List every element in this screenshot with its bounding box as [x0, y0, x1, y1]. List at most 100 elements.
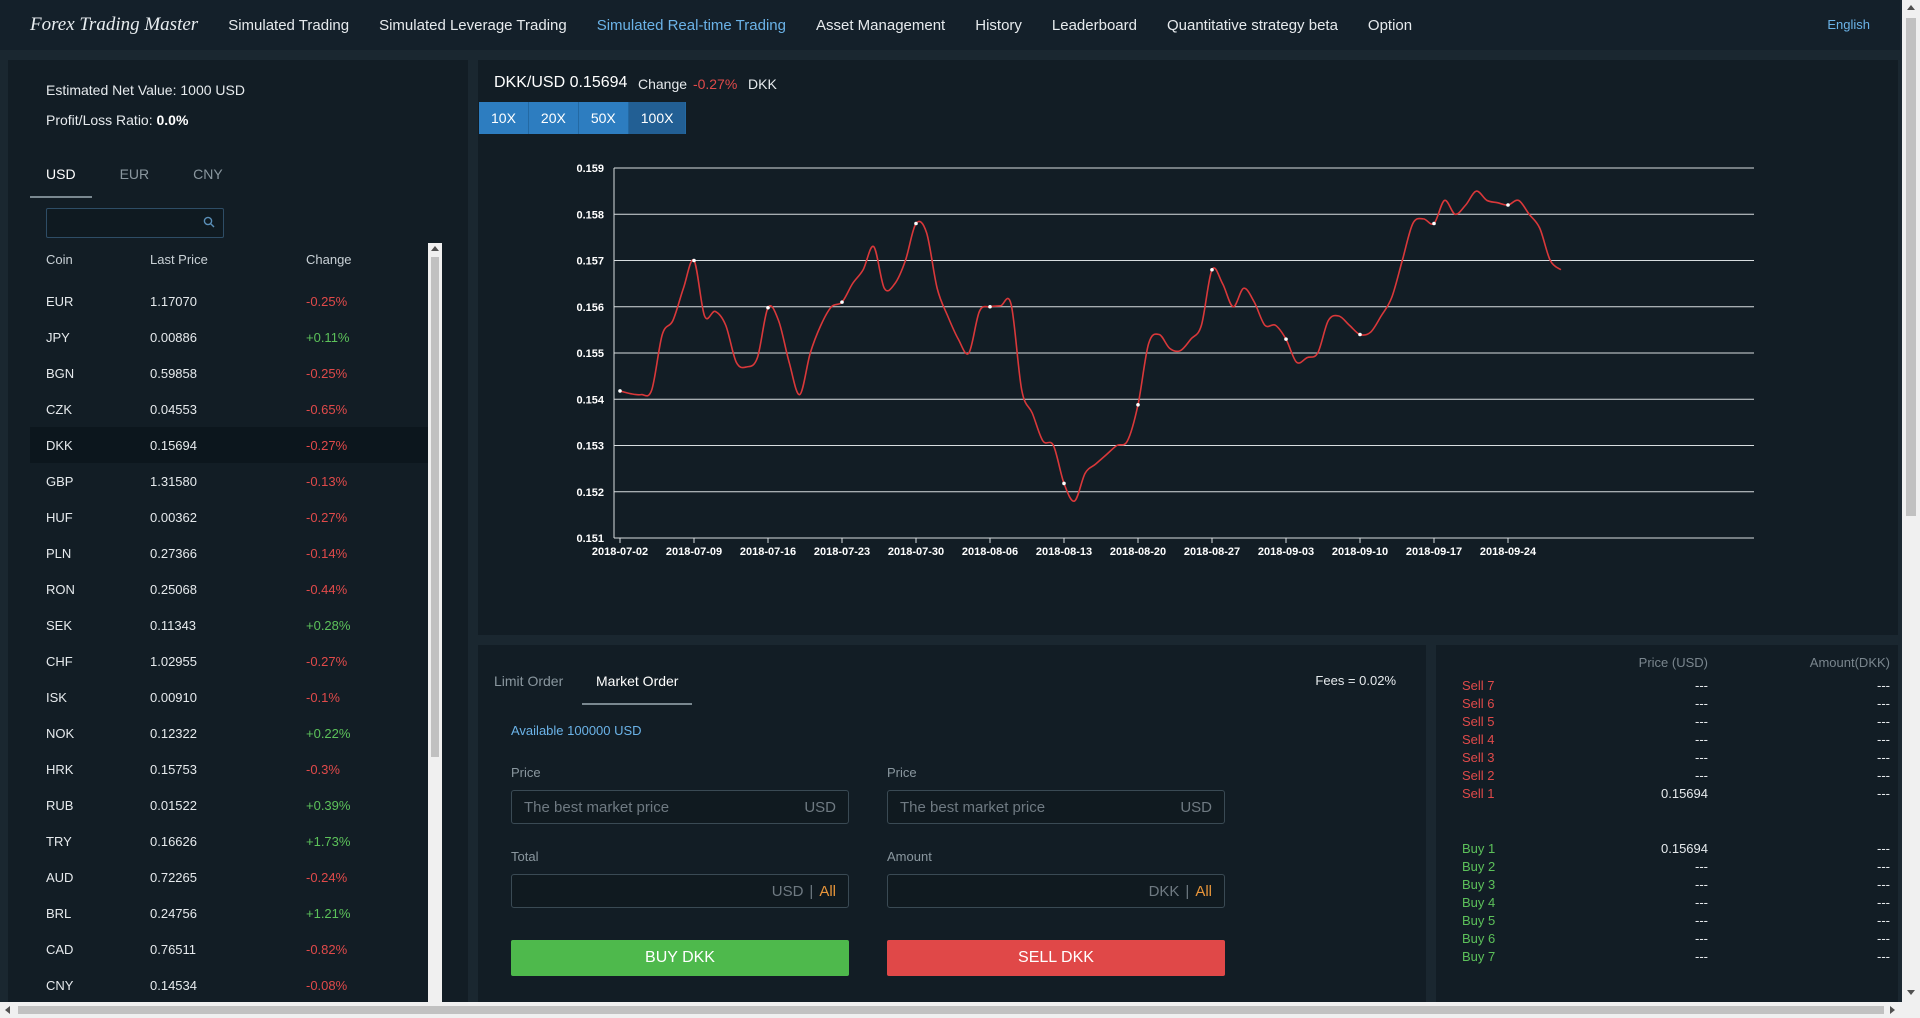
coin-price: 0.25068	[150, 582, 197, 597]
coin-row[interactable]: NOK 0.12322 +0.22%	[30, 715, 428, 751]
orderbook-row[interactable]: Sell 6 --- ---	[1436, 696, 1898, 714]
coin-price: 0.72265	[150, 870, 197, 885]
nav-simulated-real-time-trading[interactable]: Simulated Real-time Trading	[596, 16, 786, 34]
coin-row[interactable]: GBP 1.31580 -0.13%	[30, 463, 428, 499]
nav-quantitative-strategy-beta[interactable]: Quantitative strategy beta	[1166, 16, 1338, 34]
scroll-left-arrow-icon[interactable]	[5, 1006, 10, 1014]
sell-price-input[interactable]	[900, 791, 1140, 823]
nav-asset-management[interactable]: Asset Management	[815, 16, 946, 34]
buy-button[interactable]: BUY DKK	[511, 940, 849, 976]
coin-row[interactable]: PLN 0.27366 -0.14%	[30, 535, 428, 571]
tab-limit-order[interactable]: Limit Order	[494, 673, 564, 689]
tab-market-order[interactable]: Market Order	[582, 673, 693, 705]
leverage-10x-button[interactable]: 10X	[479, 102, 529, 134]
coin-list-scrollbar[interactable]	[428, 243, 442, 1003]
nav-leaderboard[interactable]: Leaderboard	[1051, 16, 1137, 34]
page-vertical-scroll-thumb[interactable]	[1906, 18, 1916, 516]
nav-simulated-trading[interactable]: Simulated Trading	[228, 16, 350, 34]
coin-change: -0.1%	[306, 690, 340, 705]
coin-row[interactable]: AUD 0.72265 -0.24%	[30, 859, 428, 895]
coin-row[interactable]: EUR 1.17070 -0.25%	[30, 283, 428, 319]
sell-all-button[interactable]: All	[1195, 883, 1212, 900]
page-horizontal-scroll-thumb[interactable]	[18, 1006, 1884, 1014]
leverage-50x-button[interactable]: 50X	[578, 102, 629, 134]
data-point	[1358, 332, 1362, 337]
coin-symbol: BGN	[46, 366, 75, 381]
coin-row[interactable]: SEK 0.11343 +0.28%	[30, 607, 428, 643]
language-selector[interactable]: English	[1827, 17, 1870, 32]
scroll-down-arrow-icon[interactable]	[1907, 990, 1915, 995]
orderbook-row[interactable]: Buy 7 --- ---	[1436, 949, 1898, 967]
orderbook-row[interactable]: Sell 4 --- ---	[1436, 732, 1898, 750]
orderbook-row[interactable]: Sell 3 --- ---	[1436, 750, 1898, 768]
x-tick-label: 2018-07-02	[592, 546, 648, 558]
orderbook-row[interactable]: Sell 2 --- ---	[1436, 768, 1898, 786]
page-vertical-scrollbar[interactable]	[1902, 0, 1920, 1018]
orderbook-row[interactable]: Buy 2 --- ---	[1436, 859, 1898, 877]
orderbook-row[interactable]: Buy 1 0.15694 ---	[1436, 841, 1898, 859]
unit-separator: |	[1185, 883, 1190, 900]
search-icon[interactable]	[203, 216, 215, 228]
coin-row[interactable]: CAD 0.76511 -0.82%	[30, 931, 428, 967]
orderbook-amount: ---	[1877, 750, 1890, 765]
orderbook-row[interactable]: Sell 1 0.15694 ---	[1436, 786, 1898, 804]
coin-price: 0.16626	[150, 834, 197, 849]
coin-row[interactable]: CZK 0.04553 -0.65%	[30, 391, 428, 427]
orderbook-row[interactable]: Buy 4 --- ---	[1436, 895, 1898, 913]
coin-row[interactable]: ISK 0.00910 -0.1%	[30, 679, 428, 715]
data-point	[1210, 267, 1214, 272]
tab-cny[interactable]: CNY	[193, 166, 223, 182]
coin-price: 1.31580	[150, 474, 197, 489]
orderbook-row[interactable]: Sell 5 --- ---	[1436, 714, 1898, 732]
scroll-right-arrow-icon[interactable]	[1890, 1006, 1895, 1014]
nav-menu: Simulated Trading Simulated Leverage Trad…	[228, 17, 1442, 34]
y-tick-label: 0.157	[576, 256, 604, 268]
nav-simulated-leverage-trading[interactable]: Simulated Leverage Trading	[379, 16, 567, 34]
tab-usd[interactable]: USD	[30, 160, 92, 198]
coin-row[interactable]: HUF 0.00362 -0.27%	[30, 499, 428, 535]
coin-row[interactable]: RON 0.25068 -0.44%	[30, 571, 428, 607]
orderbook-amount: ---	[1877, 931, 1890, 946]
orderbook-row[interactable]: Buy 5 --- ---	[1436, 913, 1898, 931]
scroll-up-arrow-icon[interactable]	[1907, 5, 1915, 10]
buy-all-button[interactable]: All	[819, 883, 836, 900]
coin-price: 0.15753	[150, 762, 197, 777]
coin-row[interactable]: TRY 0.16626 +1.73%	[30, 823, 428, 859]
data-point	[1432, 221, 1436, 226]
coin-row[interactable]: BRL 0.24756 +1.21%	[30, 895, 428, 931]
coin-row[interactable]: HRK 0.15753 -0.3%	[30, 751, 428, 787]
nav-history[interactable]: History	[975, 16, 1022, 34]
data-point	[1284, 337, 1288, 341]
coin-symbol: AUD	[46, 870, 74, 885]
orderbook-row[interactable]: Buy 6 --- ---	[1436, 931, 1898, 949]
buy-price-input[interactable]	[524, 791, 764, 823]
sell-price-label: Price	[887, 765, 917, 780]
page-horizontal-scrollbar[interactable]	[0, 1002, 1902, 1018]
sell-amount-input[interactable]	[900, 875, 1140, 907]
coin-row[interactable]: CNY 0.14534 -0.08%	[30, 967, 428, 1003]
coin-row[interactable]: RUB 0.01522 +0.39%	[30, 787, 428, 823]
coin-price: 0.04553	[150, 402, 197, 417]
coin-row[interactable]: BGN 0.59858 -0.25%	[30, 355, 428, 391]
coin-row[interactable]: JPY 0.00886 +0.11%	[30, 319, 428, 355]
scroll-up-arrow-icon[interactable]	[431, 246, 439, 251]
brand-logo[interactable]: Forex Trading Master	[30, 14, 199, 35]
coin-symbol: TRY	[46, 834, 72, 849]
leverage-20x-button[interactable]: 20X	[528, 102, 579, 134]
price-line	[619, 190, 1562, 502]
leverage-100x-button[interactable]: 100X	[628, 102, 687, 134]
coin-list-scroll-thumb[interactable]	[431, 257, 439, 757]
order-book: Price (USD) Amount(DKK) Sell 7 --- --- Sell…	[1436, 645, 1898, 1002]
tab-eur[interactable]: EUR	[119, 166, 150, 182]
coin-row[interactable]: DKK 0.15694 -0.27%	[30, 427, 428, 463]
orderbook-row[interactable]: Sell 7 --- ---	[1436, 678, 1898, 696]
buy-total-input[interactable]	[524, 875, 764, 907]
market-tabs: USD EUR CNY	[30, 160, 251, 198]
top-navigation: Forex Trading Master Simulated Trading Si…	[0, 0, 1900, 50]
x-tick-label: 2018-08-06	[962, 546, 1018, 558]
orderbook-row[interactable]: Buy 3 --- ---	[1436, 877, 1898, 895]
nav-option[interactable]: Option	[1367, 16, 1413, 34]
coin-row[interactable]: CHF 1.02955 -0.27%	[30, 643, 428, 679]
coin-search-input[interactable]	[47, 209, 197, 237]
sell-button[interactable]: SELL DKK	[887, 940, 1225, 976]
